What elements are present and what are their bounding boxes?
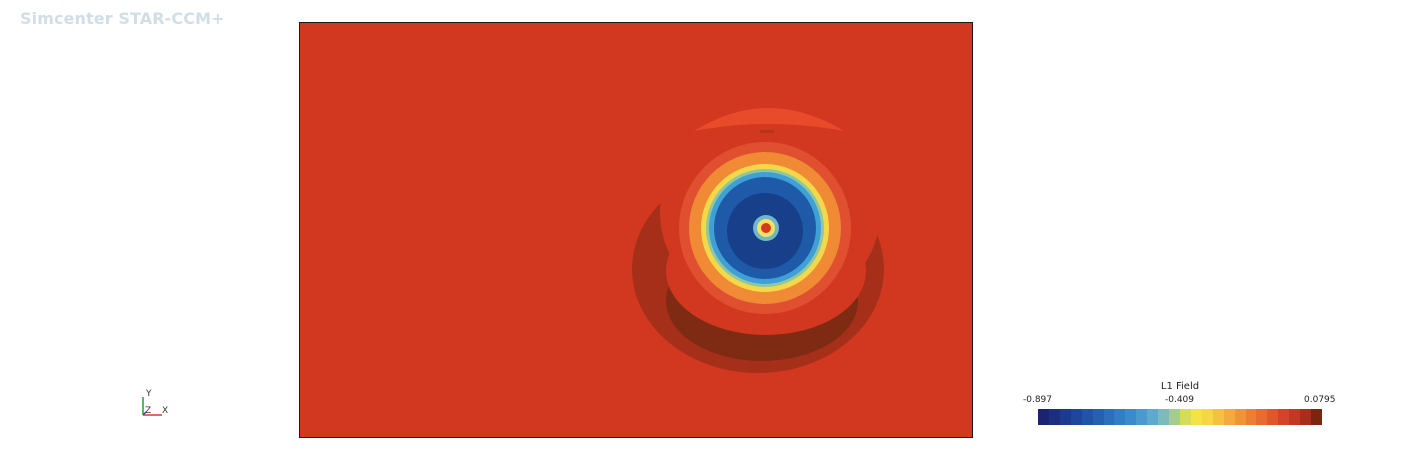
legend-swatch [1278, 409, 1290, 425]
legend-swatch [1256, 409, 1268, 425]
legend-swatch [1212, 409, 1224, 425]
triad-x-label: X [162, 406, 169, 416]
z-axis-icon [142, 411, 147, 416]
legend-swatch [1092, 409, 1104, 425]
legend-swatch [1234, 409, 1246, 425]
scalar-field-plot[interactable] [300, 23, 972, 437]
app-watermark: Simcenter STAR-CCM+ [20, 9, 225, 28]
legend-swatch [1103, 409, 1115, 425]
triad-z-label: Z [145, 406, 152, 416]
legend-swatch [1190, 409, 1202, 425]
top-arc-tick [760, 130, 774, 133]
color-legend[interactable]: L1 Field -0.897 -0.409 0.0795 [1010, 380, 1350, 430]
legend-swatch [1059, 409, 1071, 425]
legend-max-label: 0.0795 [1304, 395, 1336, 405]
legend-swatch [1201, 409, 1213, 425]
scene-viewport[interactable] [299, 22, 973, 438]
legend-swatch [1311, 409, 1322, 425]
legend-swatch [1147, 409, 1159, 425]
legend-swatch [1179, 409, 1191, 425]
legend-swatch [1081, 409, 1093, 425]
top-arc [694, 108, 844, 131]
legend-swatch [1300, 409, 1312, 425]
legend-swatch [1136, 409, 1148, 425]
legend-swatch [1245, 409, 1257, 425]
legend-swatch [1048, 409, 1060, 425]
legend-color-bar [1038, 409, 1322, 425]
legend-title: L1 Field [1160, 381, 1200, 392]
legend-swatch [1158, 409, 1170, 425]
legend-swatch [1223, 409, 1235, 425]
legend-swatch [1169, 409, 1180, 425]
legend-swatch [1125, 409, 1137, 425]
legend-swatch [1267, 409, 1279, 425]
legend-mid-label: -0.409 [1165, 395, 1195, 405]
axis-triad: Y Z X [138, 388, 174, 420]
legend-swatch [1289, 409, 1301, 425]
legend-swatch [1070, 409, 1082, 425]
triad-y-label: Y [146, 389, 152, 399]
legend-swatch [1114, 409, 1126, 425]
center-red [761, 223, 771, 233]
legend-swatch [1038, 409, 1049, 425]
legend-min-label: -0.897 [1023, 395, 1053, 405]
